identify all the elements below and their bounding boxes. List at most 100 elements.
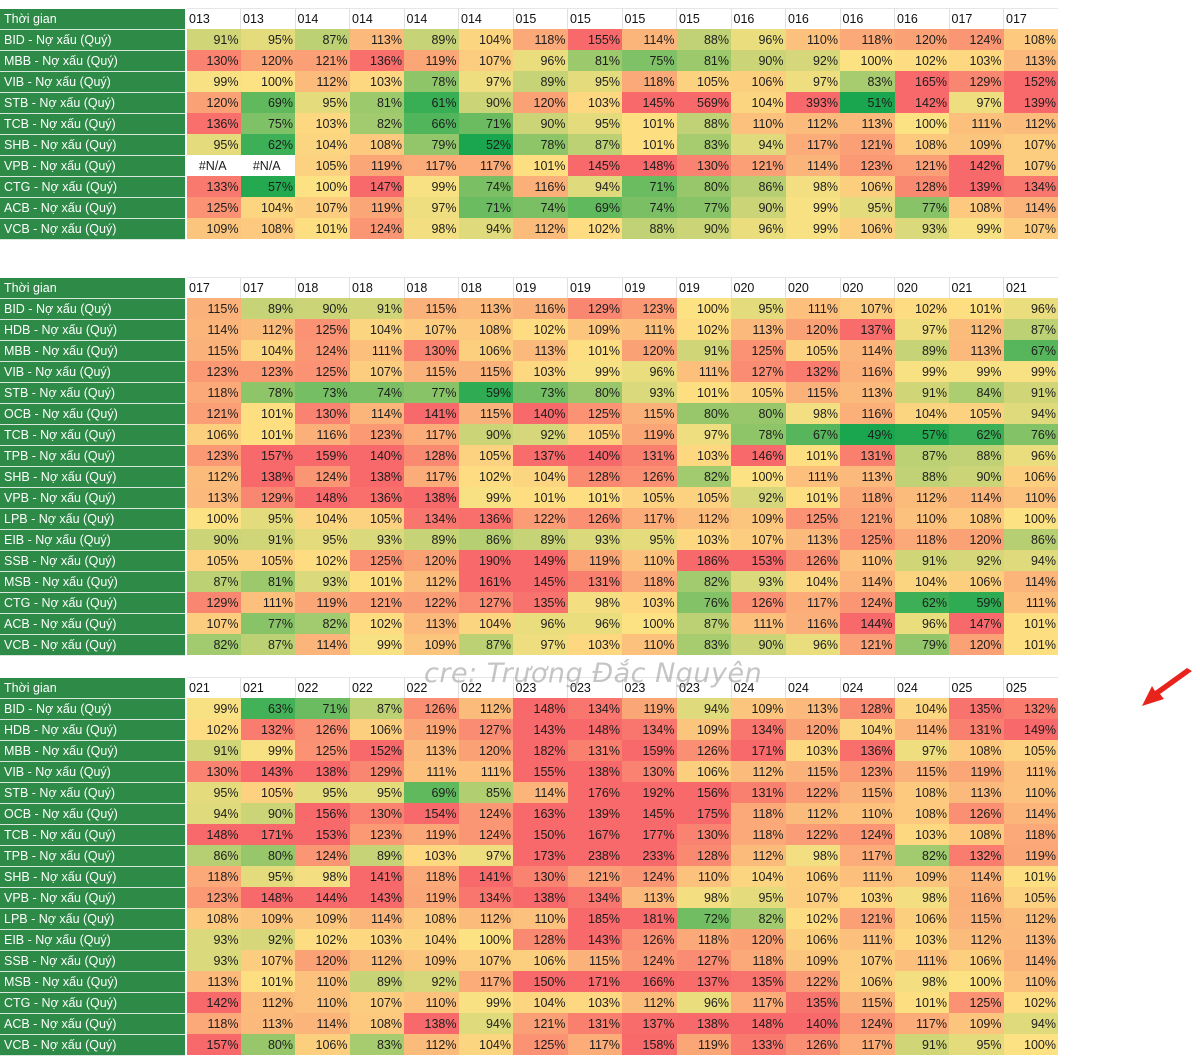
data-cell[interactable]: 140% [567, 445, 622, 466]
data-cell[interactable]: 89% [240, 298, 295, 319]
data-cell[interactable]: 120% [894, 29, 949, 50]
data-cell[interactable]: 59% [949, 592, 1004, 613]
data-cell[interactable]: 108% [894, 134, 949, 155]
data-cell[interactable]: 114% [785, 155, 840, 176]
data-cell[interactable]: 117% [404, 424, 459, 445]
data-cell[interactable]: 109% [676, 719, 731, 740]
data-cell[interactable]: 94% [1003, 403, 1058, 424]
data-cell[interactable]: 134% [731, 719, 786, 740]
data-cell[interactable]: 102% [567, 218, 622, 239]
data-cell[interactable]: 79% [404, 134, 459, 155]
data-cell[interactable]: 94% [731, 134, 786, 155]
data-cell[interactable]: 121% [513, 1013, 568, 1034]
data-cell[interactable]: 99% [567, 361, 622, 382]
period-header[interactable]: 015 [567, 8, 622, 29]
data-cell[interactable]: 57% [240, 176, 295, 197]
data-cell[interactable]: 104% [894, 571, 949, 592]
data-cell[interactable]: 114% [295, 1013, 350, 1034]
data-cell[interactable]: 93% [349, 529, 404, 550]
data-cell[interactable]: 104% [240, 340, 295, 361]
data-cell[interactable]: 96% [567, 613, 622, 634]
data-cell[interactable]: 104% [513, 992, 568, 1013]
data-cell[interactable]: 156% [676, 782, 731, 803]
data-cell[interactable]: 101% [1003, 866, 1058, 887]
data-cell[interactable]: 115% [186, 298, 241, 319]
data-cell[interactable]: 103% [622, 592, 677, 613]
data-cell[interactable]: 118% [622, 571, 677, 592]
data-cell[interactable]: 107% [458, 950, 513, 971]
data-cell[interactable]: 49% [840, 424, 895, 445]
data-cell[interactable]: 97% [894, 740, 949, 761]
period-header[interactable]: 014 [458, 8, 513, 29]
data-cell[interactable]: 107% [349, 361, 404, 382]
data-cell[interactable]: 112% [1003, 908, 1058, 929]
data-cell[interactable]: 115% [622, 403, 677, 424]
data-cell[interactable]: 159% [295, 445, 350, 466]
data-cell[interactable]: 114% [949, 487, 1004, 508]
data-cell[interactable]: 138% [567, 761, 622, 782]
data-cell[interactable]: 171% [731, 740, 786, 761]
data-cell[interactable]: 107% [840, 298, 895, 319]
period-header[interactable]: 022 [458, 677, 513, 698]
data-cell[interactable]: 80% [240, 845, 295, 866]
data-cell[interactable]: 74% [513, 197, 568, 218]
period-header[interactable]: 022 [403, 677, 459, 698]
data-cell[interactable]: 98% [295, 866, 350, 887]
data-cell[interactable]: 117% [404, 466, 459, 487]
data-cell[interactable]: 114% [1003, 571, 1058, 592]
data-cell[interactable]: 101% [1003, 613, 1058, 634]
row-label[interactable]: CTG - Nợ xấu (Quý) [0, 992, 187, 1014]
data-cell[interactable]: 125% [295, 740, 350, 761]
data-cell[interactable]: 131% [567, 740, 622, 761]
data-cell[interactable]: 101% [513, 487, 568, 508]
row-label[interactable]: STB - Nợ xấu (Quý) [0, 92, 187, 114]
data-cell[interactable]: 125% [513, 1034, 568, 1055]
data-cell[interactable]: 113% [458, 298, 513, 319]
data-cell[interactable]: 122% [513, 508, 568, 529]
data-cell[interactable]: 101% [567, 487, 622, 508]
data-cell[interactable]: 108% [458, 319, 513, 340]
data-cell[interactable]: 78% [513, 134, 568, 155]
row-label[interactable]: VIB - Nợ xấu (Quý) [0, 71, 187, 93]
data-cell[interactable]: 97% [458, 845, 513, 866]
data-cell[interactable]: 141% [404, 403, 459, 424]
data-cell[interactable]: 78% [240, 382, 295, 403]
data-cell[interactable]: 111% [240, 592, 295, 613]
data-cell[interactable]: 91% [894, 550, 949, 571]
data-cell[interactable]: 63% [240, 698, 295, 719]
data-cell[interactable]: 123% [840, 155, 895, 176]
data-cell[interactable]: 138% [349, 466, 404, 487]
data-cell[interactable]: 100% [186, 508, 241, 529]
data-cell[interactable]: 129% [567, 298, 622, 319]
period-header[interactable]: 019 [676, 277, 731, 298]
data-cell[interactable]: 136% [349, 487, 404, 508]
data-cell[interactable]: 81% [567, 50, 622, 71]
data-cell[interactable]: 152% [1003, 71, 1058, 92]
data-cell[interactable]: 112% [404, 1034, 459, 1055]
data-cell[interactable]: 117% [894, 1013, 949, 1034]
period-header[interactable]: 021 [1003, 277, 1058, 298]
data-cell[interactable]: 74% [349, 382, 404, 403]
data-cell[interactable]: 118% [731, 803, 786, 824]
data-cell[interactable]: 157% [186, 1034, 241, 1055]
data-cell[interactable]: 91% [676, 340, 731, 361]
data-cell[interactable]: 104% [840, 719, 895, 740]
data-cell[interactable]: 98% [785, 403, 840, 424]
data-cell[interactable]: 125% [186, 197, 241, 218]
data-cell[interactable]: 238% [567, 845, 622, 866]
data-cell[interactable]: 111% [894, 950, 949, 971]
data-cell[interactable]: 128% [676, 845, 731, 866]
data-cell[interactable]: 107% [349, 992, 404, 1013]
data-cell[interactable]: 123% [240, 361, 295, 382]
data-cell[interactable]: 107% [404, 319, 459, 340]
data-cell[interactable]: #N/A [186, 155, 241, 176]
data-cell[interactable]: 110% [894, 508, 949, 529]
data-cell[interactable]: 88% [894, 466, 949, 487]
data-cell[interactable]: 108% [949, 197, 1004, 218]
data-cell[interactable]: 71% [458, 197, 513, 218]
data-cell[interactable]: 88% [622, 218, 677, 239]
row-label[interactable]: VIB - Nợ xấu (Quý) [0, 361, 187, 383]
data-cell[interactable]: 73% [513, 382, 568, 403]
data-cell[interactable]: 104% [731, 92, 786, 113]
data-cell[interactable]: 119% [1003, 845, 1058, 866]
